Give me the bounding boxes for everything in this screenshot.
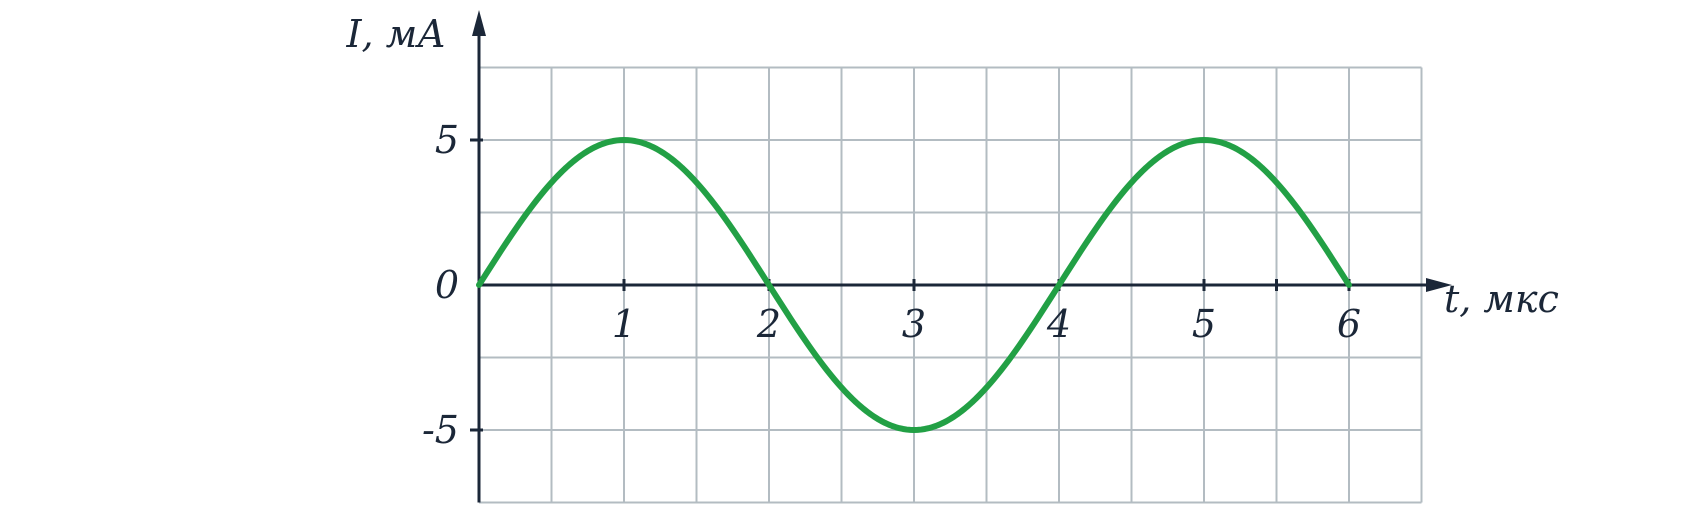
x-axis-label: t, мкс: [1444, 277, 1559, 321]
x-tick-label: 1: [612, 302, 636, 346]
chart-labels: I, мА t, мкс 1 2 3 4 5 6 5 0 -5: [346, 12, 1559, 452]
y-tick-label: 0: [435, 263, 459, 307]
chart-axes: [470, 10, 1452, 503]
chart-series: [476, 137, 1352, 433]
y-axis-label: I, мА: [346, 12, 446, 56]
x-tick-label: 2: [756, 302, 781, 346]
x-tick-label: 6: [1337, 302, 1361, 346]
x-tick-label: 4: [1046, 302, 1071, 346]
x-tick-label: 5: [1192, 302, 1216, 346]
series-line-current: [476, 137, 1352, 433]
y-tick-label: 5: [435, 118, 459, 162]
y-axis-arrow: [472, 10, 486, 36]
x-tick-label: 3: [902, 302, 926, 346]
y-tick-label: -5: [422, 408, 459, 452]
x-axis-arrow: [1426, 278, 1452, 292]
